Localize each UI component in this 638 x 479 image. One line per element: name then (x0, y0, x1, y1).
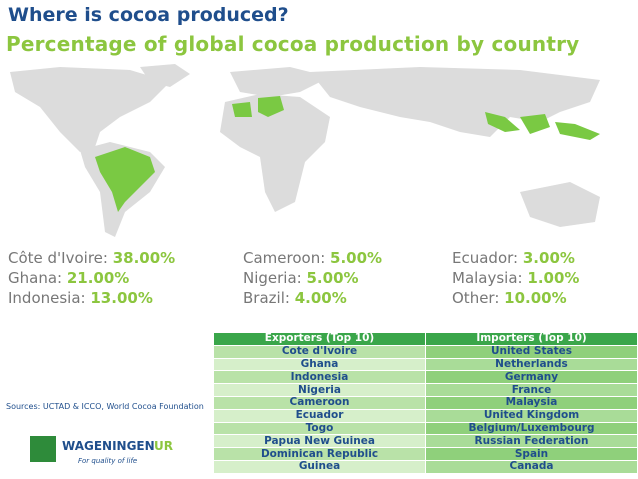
share-row: Other: 10.00% (452, 288, 579, 308)
share-column: Cameroon: 5.00% Nigeria: 5.00% Brazil: 4.0… (243, 248, 382, 308)
header-cell: Exporters (Top 10) (213, 332, 426, 346)
country-name: Indonesia: (8, 289, 86, 307)
table-cell: Indonesia (213, 370, 426, 385)
table-cell: United States (425, 344, 638, 359)
table-cell: Cote d'Ivoire (213, 344, 426, 359)
country-name: Côte d'Ivoire: (8, 249, 108, 267)
share-value: 3.00% (522, 249, 575, 267)
table-cell: Dominican Republic (213, 447, 426, 461)
table-row: Dominican Republic Spain (213, 447, 638, 461)
table-cell: France (425, 383, 638, 397)
country-name: Cameroon: (243, 249, 326, 267)
table-cell: Belgium/Luxembourg (425, 421, 638, 436)
table-cell: Spain (425, 447, 638, 461)
share-row: Cameroon: 5.00% (243, 248, 382, 268)
share-value: 38.00% (112, 249, 176, 267)
table-cell: Ghana (213, 357, 426, 372)
header-cell: Importers (Top 10) (425, 332, 638, 346)
source: Sources: UCTAD & ICCO, World Cocoa Found… (6, 402, 204, 411)
country-name: Other: (452, 289, 500, 307)
table-cell: Ecuador (213, 408, 426, 423)
table-cell: Papua New Guinea (213, 434, 426, 449)
table-row: Guinea Canada (213, 459, 638, 474)
share-row: Brazil: 4.00% (243, 288, 382, 308)
table-row: Cameroon Malaysia (213, 395, 638, 410)
subtitle: Percentage of global cocoa production by… (6, 32, 580, 56)
table-cell: Russian Federation (425, 434, 638, 449)
share-value: 1.00% (527, 269, 580, 287)
table-cell: Canada (425, 459, 638, 474)
country-name: Ecuador: (452, 249, 519, 267)
table-cell: Nigeria (213, 383, 426, 397)
header-row: Exporters (Top 10) Importers (Top 10) (213, 332, 638, 346)
logo: WAGENINGEN UR For quality of life (30, 434, 200, 472)
logo-suffix: UR (154, 439, 173, 453)
table-cell: Cameroon (213, 395, 426, 410)
share-value: 4.00% (294, 289, 347, 307)
share-value: 13.00% (90, 289, 153, 307)
share-row: Côte d'Ivoire: 38.00% (8, 248, 175, 268)
country-name: Malaysia: (452, 269, 523, 287)
trade-table: Exporters (Top 10) Importers (Top 10) Cote… (213, 332, 638, 474)
table-row: Papua New Guinea Russian Federation (213, 434, 638, 449)
share-row: Nigeria: 5.00% (243, 268, 382, 288)
share-value: 5.00% (306, 269, 359, 287)
world-map (10, 64, 600, 237)
table-row: Ecuador United Kingdom (213, 408, 638, 423)
logo-icon (30, 436, 56, 462)
table-cell: Germany (425, 370, 638, 385)
logo-tagline: For quality of life (78, 457, 137, 465)
title: Where is cocoa produced? (8, 4, 289, 26)
table-row: Cote d'Ivoire United States (213, 344, 638, 359)
logo-name: WAGENINGEN (62, 439, 155, 453)
country-name: Brazil: (243, 289, 290, 307)
table-row: Ghana Netherlands (213, 357, 638, 372)
country-name: Nigeria: (243, 269, 302, 287)
table-cell: Togo (213, 421, 426, 436)
table-cell: Malaysia (425, 395, 638, 410)
table-cell: Guinea (213, 459, 426, 474)
table-cell: United Kingdom (425, 408, 638, 423)
share-column: Ecuador: 3.00% Malaysia: 1.00% Other: 10.0… (452, 248, 579, 308)
share-value: 5.00% (330, 249, 383, 267)
share-row: Ghana: 21.00% (8, 268, 175, 288)
logo-graphic: WAGENINGEN UR For quality of life (30, 436, 173, 465)
share-row: Indonesia: 13.00% (8, 288, 175, 308)
table-cell: Netherlands (425, 357, 638, 372)
share-column: Côte d'Ivoire: 38.00% Ghana: 21.00% Indone… (8, 248, 175, 308)
table-row: Togo Belgium/Luxembourg (213, 421, 638, 436)
share-value: 21.00% (66, 269, 130, 287)
share-row: Ecuador: 3.00% (452, 248, 579, 268)
share-row: Malaysia: 1.00% (452, 268, 579, 288)
country-name: Ghana: (8, 269, 63, 287)
table-row: Indonesia Germany (213, 370, 638, 385)
table-row: Nigeria France (213, 383, 638, 397)
share-value: 10.00% (504, 289, 567, 307)
